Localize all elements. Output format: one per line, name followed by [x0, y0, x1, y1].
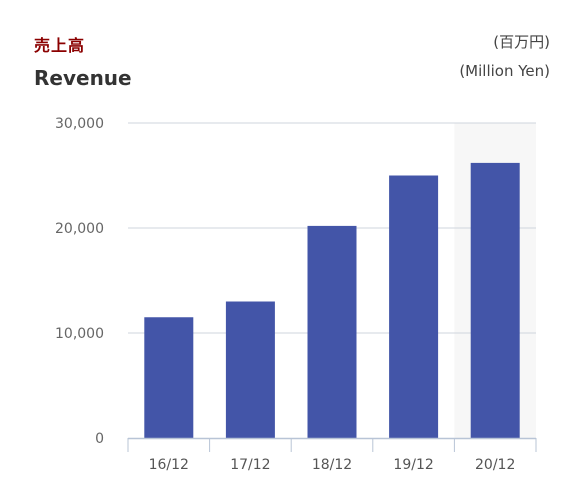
- x-tick-label: 20/12: [475, 457, 515, 473]
- bar: [225, 301, 275, 438]
- x-tick-label: 19/12: [393, 457, 433, 473]
- chart-title-japanese: 売上高: [34, 36, 86, 55]
- y-tick-label: 20,000: [55, 221, 104, 237]
- y-tick-label: 30,000: [55, 116, 104, 132]
- x-tick-label: 18/12: [312, 457, 352, 473]
- unit-label-japanese: (百万円): [493, 33, 550, 51]
- y-tick-label: 0: [95, 431, 104, 447]
- unit-label-english: (Million Yen): [459, 62, 550, 80]
- x-tick-label: 16/12: [149, 457, 189, 473]
- y-tick-label: 10,000: [55, 326, 104, 342]
- bar: [307, 225, 357, 438]
- bar: [389, 175, 439, 438]
- chart-title-english: Revenue: [34, 66, 132, 90]
- bar: [144, 317, 194, 438]
- x-tick-label: 17/12: [230, 457, 270, 473]
- bar: [470, 162, 520, 438]
